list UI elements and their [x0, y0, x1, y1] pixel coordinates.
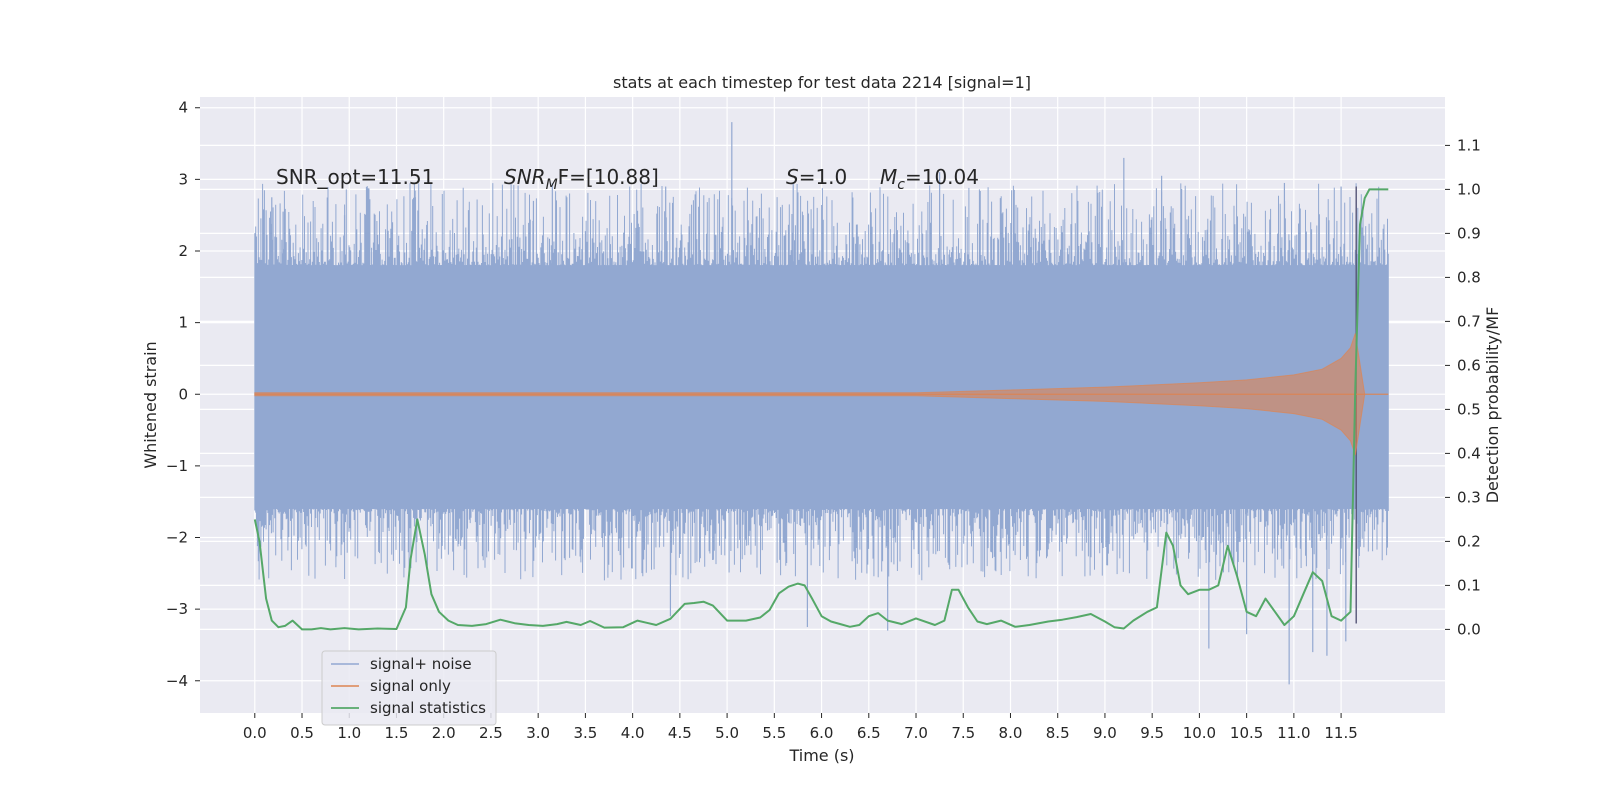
y2-tick-label: 0.5	[1457, 400, 1481, 418]
x-tick-label: 9.5	[1140, 724, 1164, 742]
annotation-snr-mf: SNRMF=[10.88]	[504, 165, 659, 193]
y-tick-label: 1	[178, 314, 188, 332]
x-tick-label: 1.5	[385, 724, 409, 742]
axes-layer: 0.0 0.5 1.0 1.5 2.0 2.5 3.0 3.5 4.0 4.5 5.0 5.5 6.0 6…	[166, 99, 1481, 742]
chart-title: stats at each timestep for test data 221…	[613, 73, 1031, 92]
x-tick-label: 5.5	[762, 724, 786, 742]
x-tick-label: 8.5	[1046, 724, 1070, 742]
y2-tick-label: 1.1	[1457, 136, 1481, 154]
legend: signal+ noise signal only signal statist…	[321, 650, 497, 726]
x-tick-label: 2.0	[432, 724, 456, 742]
y2-tick-label: 0.3	[1457, 488, 1481, 506]
y-tick-label: 0	[178, 385, 188, 403]
annotation-snr-mf-main: SNR	[504, 165, 546, 189]
x-tick-label: 0.5	[290, 724, 314, 742]
y2-tick-label: 0.2	[1457, 532, 1481, 550]
x-tick-label: 1.0	[337, 724, 361, 742]
x-tick-label: 6.5	[857, 724, 881, 742]
x-tick-label: 11.5	[1324, 724, 1357, 742]
y2-tick-label: 0.0	[1457, 620, 1481, 638]
x-tick-label: 10.0	[1183, 724, 1216, 742]
y-tick-label: −1	[166, 457, 188, 475]
annotation-s-val: =1.0	[799, 165, 848, 189]
y2-tick-label: 0.7	[1457, 312, 1481, 330]
y-tick-label: −3	[166, 600, 188, 618]
x-tick-label: 2.5	[479, 724, 503, 742]
x-tick-label: 0.0	[243, 724, 267, 742]
annotation-mc: Mc=10.04	[880, 165, 979, 193]
x-tick-label: 4.5	[668, 724, 692, 742]
legend-label-signal-statistics: signal statistics	[370, 699, 486, 717]
y2-tick-label: 0.9	[1457, 224, 1481, 242]
x-tick-label: 6.0	[810, 724, 834, 742]
x-tick-label: 5.0	[715, 724, 739, 742]
y2-tick-label: 0.8	[1457, 268, 1481, 286]
annotation-s: S=1.0	[786, 165, 847, 189]
legend-box	[321, 650, 497, 726]
legend-label-signal-only: signal only	[370, 677, 451, 695]
series-signal-only	[254, 333, 1389, 456]
annotation-snr-mf-sub: M	[546, 177, 558, 193]
x-tick-label: 7.0	[904, 724, 928, 742]
x-tick-label: 4.0	[621, 724, 645, 742]
y2-axis-label: Detection probability/MF	[1483, 307, 1502, 504]
plot-layer	[253, 122, 1389, 685]
x-tick-label: 3.0	[526, 724, 550, 742]
series-signal-statistics	[253, 188, 1389, 631]
annotation-s-var: S	[786, 165, 799, 189]
statistics-line	[253, 188, 1389, 631]
annotation-mc-var: M	[880, 165, 897, 189]
x-tick-label: 3.5	[573, 724, 597, 742]
y-tick-label: −4	[166, 672, 188, 690]
annotation-snr-opt: SNR_opt=11.51	[276, 165, 434, 189]
y-axis-label: Whitened strain	[141, 341, 160, 468]
y2-tick-label: 0.1	[1457, 576, 1481, 594]
legend-label-signal-noise: signal+ noise	[370, 655, 472, 673]
y-tick-label: −2	[166, 529, 188, 547]
x-tick-label: 8.0	[999, 724, 1023, 742]
y2-tick-label: 0.6	[1457, 356, 1481, 374]
annotation-mc-sub: c	[897, 177, 905, 193]
x-tick-label: 9.0	[1093, 724, 1117, 742]
y-tick-label: 4	[178, 99, 188, 117]
x-tick-label: 10.5	[1230, 724, 1263, 742]
annotation-mc-val: =10.04	[905, 165, 979, 189]
annotation-snr-mf-rest: F=[10.88]	[558, 165, 659, 189]
y2-tick-label: 0.4	[1457, 444, 1481, 462]
y-tick-label: 2	[178, 242, 188, 260]
y2-tick-label: 1.0	[1457, 180, 1481, 198]
x-tick-label: 7.5	[951, 724, 975, 742]
x-tick-label: 11.0	[1277, 724, 1310, 742]
y-tick-label: 3	[178, 170, 188, 188]
x-axis-label: Time (s)	[788, 746, 854, 765]
